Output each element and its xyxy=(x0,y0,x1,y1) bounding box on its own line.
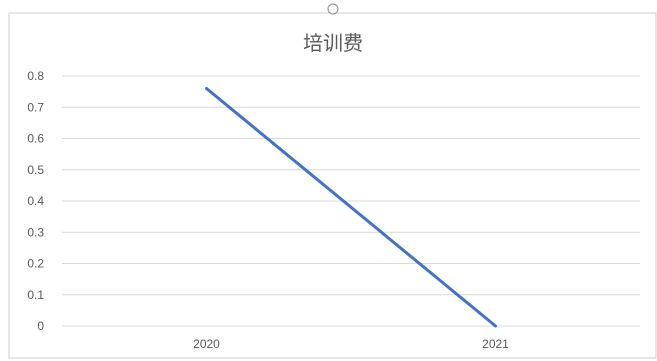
y-axis-tick-labels: 0 0.1 0.2 0.3 0.4 0.5 0.6 0.7 0.8 xyxy=(27,69,44,333)
y-tick-label: 0 xyxy=(37,319,44,333)
y-tick-label: 0.8 xyxy=(27,69,44,83)
series-layer xyxy=(205,87,497,328)
x-tick-label: 2020 xyxy=(193,337,220,351)
series-line xyxy=(205,87,497,328)
chart-title: 培训费 xyxy=(303,31,363,55)
resize-handle-top[interactable] xyxy=(327,3,339,15)
x-axis-tick-labels: 2020 2021 xyxy=(193,337,509,351)
y-tick-label: 0.4 xyxy=(27,194,44,208)
y-tick-label: 0.1 xyxy=(27,288,44,302)
y-tick-label: 0.6 xyxy=(27,132,44,146)
y-tick-label: 0.7 xyxy=(27,100,44,114)
x-tick-label: 2021 xyxy=(482,337,509,351)
gridlines xyxy=(62,75,640,327)
y-tick-label: 0.3 xyxy=(27,225,44,239)
y-tick-label: 0.5 xyxy=(27,163,44,177)
chart-area-border xyxy=(8,12,657,359)
y-tick-label: 0.2 xyxy=(27,257,44,271)
